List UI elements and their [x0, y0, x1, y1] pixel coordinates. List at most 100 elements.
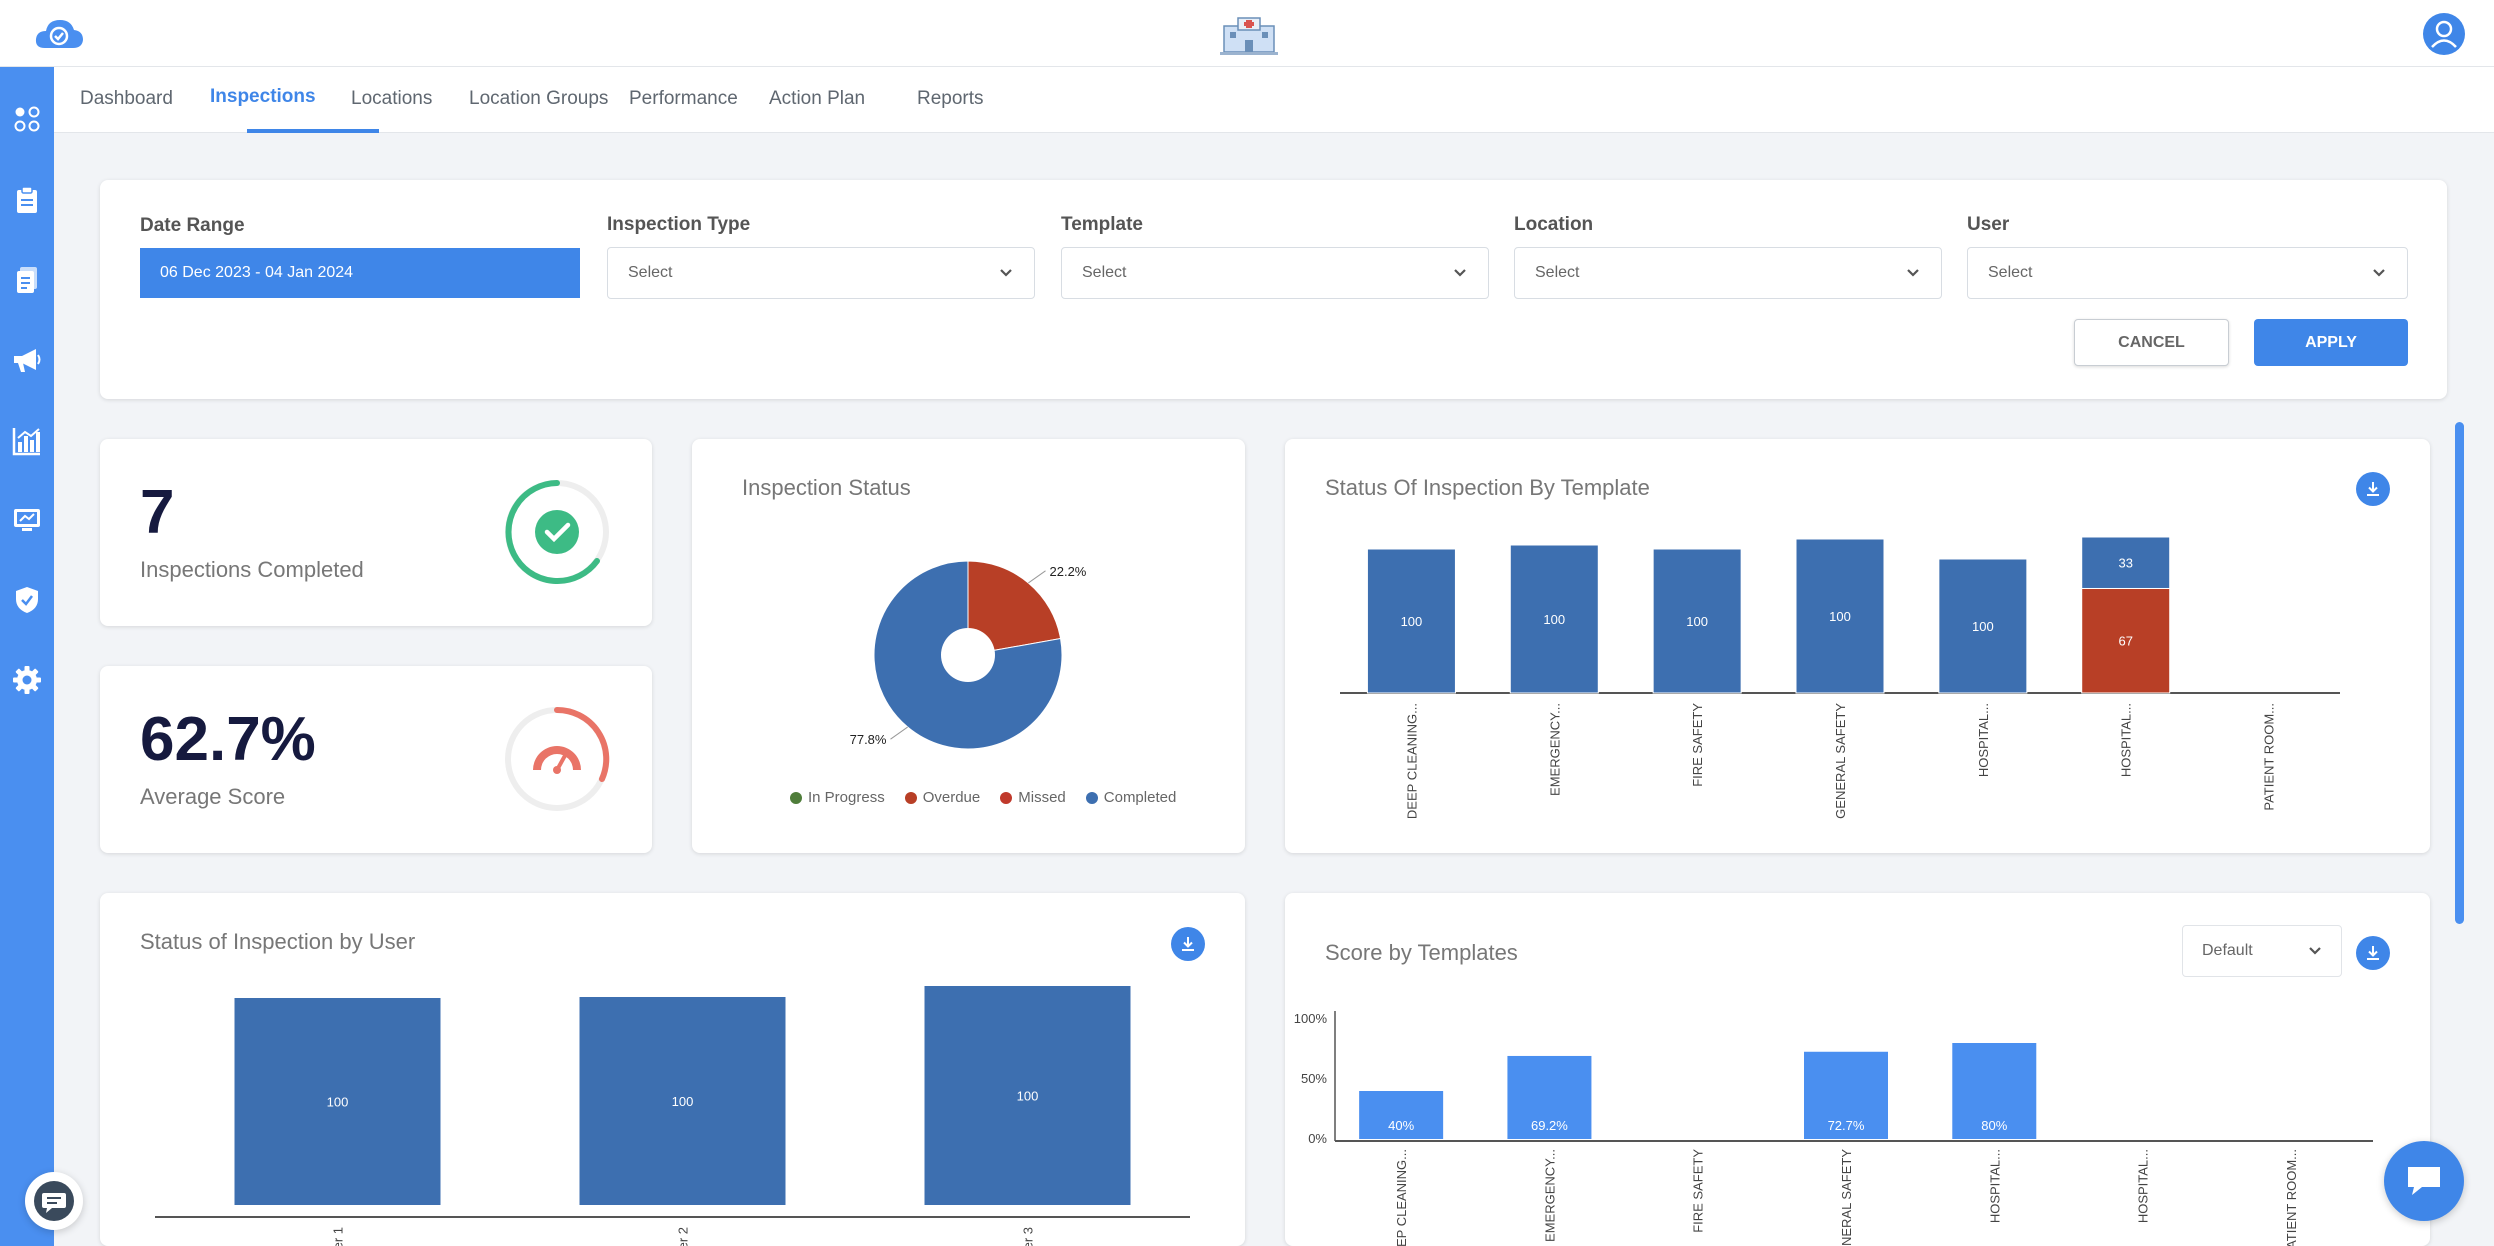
x-tick-label: HOSPITAL...	[2136, 1149, 2151, 1223]
legend-in-progress[interactable]: In Progress	[790, 789, 885, 806]
x-tick-label: ENERAL SAFETY	[1839, 1149, 1854, 1246]
inspection-type-select[interactable]: Select	[607, 247, 1035, 299]
chevron-down-icon	[2371, 248, 2387, 319]
clipboard-icon[interactable]	[11, 184, 43, 216]
tab-dashboard[interactable]: Dashboard	[80, 88, 173, 109]
tab-performance[interactable]: Performance	[629, 88, 738, 109]
y-tick-label: 0%	[1308, 1131, 1327, 1146]
legend-completed[interactable]: Completed	[1085, 789, 1177, 806]
bar-data-label: 33	[2118, 556, 2132, 571]
document-icon[interactable]	[11, 264, 43, 296]
score-bar	[1952, 1043, 2037, 1139]
page-scrollbar[interactable]	[2455, 422, 2464, 924]
user-avatar-icon[interactable]	[2422, 12, 2466, 56]
pie-donut-hole	[941, 628, 995, 682]
location-select[interactable]: Select	[1514, 247, 1942, 299]
score-sort-value: Default	[2202, 942, 2253, 959]
template-select[interactable]: Select	[1061, 247, 1489, 299]
score-bar	[1359, 1091, 1444, 1139]
tab-location-groups[interactable]: Location Groups	[469, 88, 609, 109]
bar-data-label: 40%	[1388, 1118, 1414, 1133]
bar-data-label: 80%	[1981, 1118, 2007, 1133]
cancel-button[interactable]: CANCEL	[2074, 319, 2229, 366]
status-by-template-card: Status Of Inspection By Template 100 DEEP…	[1285, 439, 2430, 853]
legend-label: Overdue	[922, 789, 981, 806]
x-tick-label: ATIENT ROOM...	[2284, 1149, 2299, 1246]
speedometer-icon	[505, 706, 610, 811]
bar-chart-icon[interactable]	[11, 425, 43, 457]
bar-completed	[1938, 558, 2028, 694]
bar-data-label: 100	[1017, 1089, 1039, 1104]
pie-legend: In Progress Overdue Missed Completed	[790, 789, 1176, 806]
date-range-label: Date Range	[140, 215, 245, 236]
filter-panel: Date Range 06 Dec 2023 - 04 Jan 2024 Ins…	[100, 180, 2447, 399]
legend-overdue[interactable]: Overdue	[904, 789, 981, 806]
legend-label: Completed	[1103, 789, 1177, 806]
chevron-down-icon	[1452, 248, 1468, 319]
status-by-template-title: Status Of Inspection By Template	[1325, 475, 1650, 500]
bar-completed	[234, 998, 441, 1205]
bar-completed	[1652, 548, 1742, 694]
legend-label: Missed	[1018, 789, 1066, 806]
gear-icon[interactable]	[11, 664, 43, 696]
inspection-type-label: Inspection Type	[607, 214, 751, 235]
download-icon[interactable]	[2356, 936, 2390, 970]
inspection-status-title: Inspection Status	[742, 475, 911, 500]
megaphone-icon[interactable]	[11, 344, 43, 376]
hospital-logo-icon	[1218, 12, 1280, 56]
tab-locations[interactable]: Locations	[351, 88, 433, 109]
chat-icon[interactable]	[25, 1172, 83, 1230]
average-score-label: Average Score	[140, 784, 286, 809]
bar-data-label: 100	[1401, 614, 1423, 629]
status-by-user-title: Status of Inspection by User	[140, 929, 416, 954]
pie-label-leader	[890, 726, 908, 740]
user-select[interactable]: Select	[1967, 247, 2408, 299]
status-by-template-chart: 100 DEEP CLEANING... 100 EMERGENCY... 100 FIR…	[1340, 536, 2340, 819]
x-tick-label: HOSPITAL...	[1976, 703, 1991, 777]
legend-missed[interactable]: Missed	[1000, 789, 1066, 806]
score-bar	[1804, 1051, 1888, 1139]
x-tick-label: er 2	[676, 1227, 691, 1246]
template-label: Template	[1061, 214, 1144, 235]
chat-icon[interactable]	[2384, 1141, 2464, 1221]
legend-dot	[1085, 791, 1098, 804]
bar-completed	[1366, 548, 1456, 694]
bar-completed	[1509, 544, 1599, 694]
apply-button[interactable]: APPLY	[2254, 319, 2408, 366]
inspections-completed-value: 7	[140, 478, 175, 547]
bar-completed	[579, 997, 786, 1205]
average-score-card: 62.7% Average Score	[100, 666, 652, 853]
score-sort-select[interactable]: Default	[2182, 925, 2342, 977]
tab-reports[interactable]: Reports	[917, 88, 984, 109]
tab-inspections[interactable]: Inspections	[210, 86, 316, 107]
shield-icon[interactable]	[11, 584, 43, 616]
status-by-user-chart: 100 er 1 100 er 2 100 er 3	[155, 986, 1190, 1246]
tab-action-plan[interactable]: Action Plan	[769, 88, 866, 109]
x-tick-label: HOSPITAL...	[1987, 1149, 2002, 1223]
location-label: Location	[1514, 214, 1594, 235]
legend-label: In Progress	[808, 789, 885, 806]
location-value: Select	[1535, 264, 1580, 281]
x-tick-label: GENERAL SAFETY	[1833, 703, 1848, 819]
x-tick-label: HOSPITAL...	[2119, 703, 2134, 777]
chevron-down-icon	[998, 248, 1014, 319]
monitor-icon[interactable]	[11, 504, 43, 536]
bar-data-label: 67	[2118, 634, 2132, 649]
inspection-status-pie-chart: 22.2% 77.8%	[850, 560, 1087, 750]
apps-icon[interactable]	[11, 103, 43, 135]
chevron-down-icon	[1905, 248, 1921, 319]
bar-overdue	[2081, 587, 2171, 694]
chevron-down-icon	[2307, 926, 2323, 997]
check-icon	[505, 480, 609, 584]
date-range-input[interactable]: 06 Dec 2023 - 04 Jan 2024	[140, 248, 580, 298]
template-value: Select	[1082, 264, 1127, 281]
download-icon[interactable]	[2356, 472, 2390, 506]
bar-data-label: 100	[1686, 614, 1708, 629]
bar-completed	[1795, 538, 1885, 694]
cloud-check-icon[interactable]	[33, 16, 85, 52]
score-by-templates-title: Score by Templates	[1325, 940, 1518, 965]
inspection-type-value: Select	[628, 264, 673, 281]
download-icon[interactable]	[1171, 927, 1205, 961]
bar-data-label: 100	[672, 1094, 694, 1109]
pie-slice-overdue	[967, 560, 1062, 656]
